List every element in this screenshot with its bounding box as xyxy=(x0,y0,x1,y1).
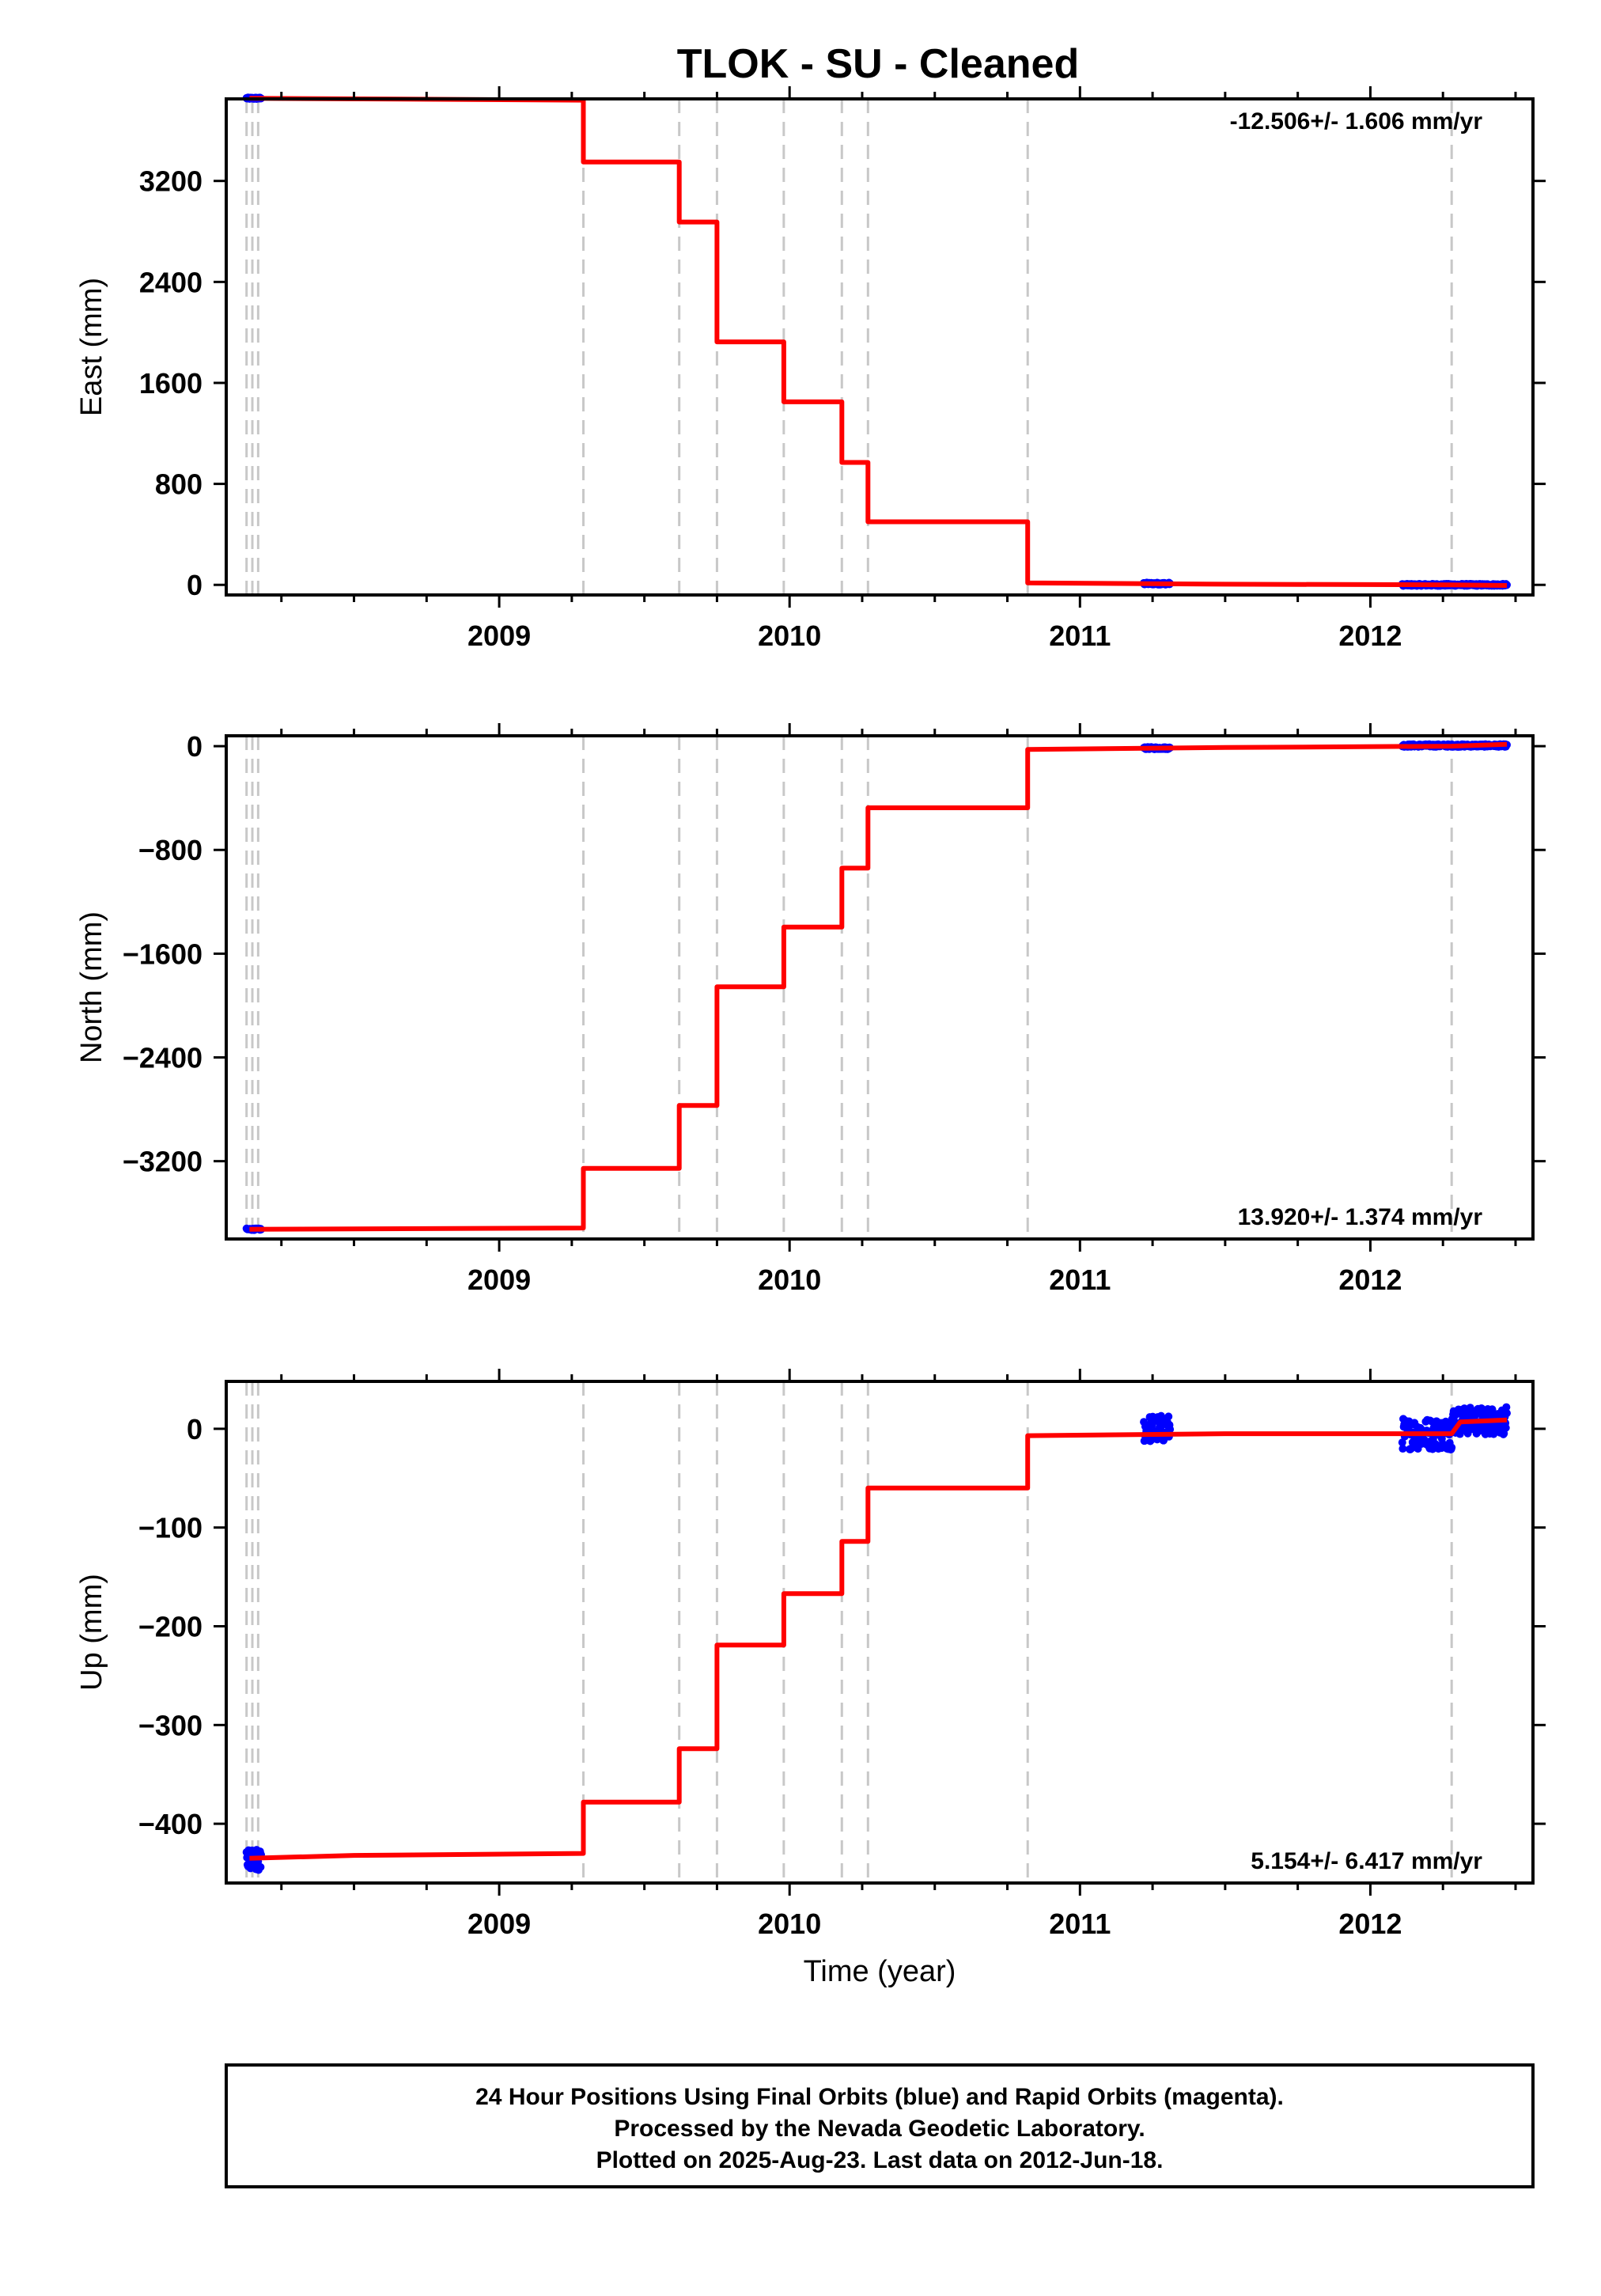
rate-annotation: -12.506+/- 1.606 mm/yr xyxy=(1230,108,1483,135)
footer-line-3: Plotted on 2025-Aug-23. Last data on 201… xyxy=(596,2147,1164,2173)
model-line xyxy=(249,1417,1508,1861)
data-point xyxy=(1399,1445,1407,1453)
footer-box: 24 Hour Positions Using Final Orbits (bl… xyxy=(225,2063,1535,2188)
east-panel: 2009 2010 2011 2012 0 800 1600 2400 3200 East (mm… xyxy=(75,86,1546,652)
y-tick-label: −2400 xyxy=(123,1042,202,1074)
y-tick-label: 3200 xyxy=(139,165,202,198)
north-panel: 2009 2010 2011 2012 0 −800 −1600 −2400 −3200 Nort… xyxy=(75,723,1546,1296)
y-tick-label: −3200 xyxy=(123,1146,202,1178)
rate-annotation: 5.154+/- 6.417 mm/yr xyxy=(1251,1848,1482,1874)
x-tick-label: 2012 xyxy=(1338,1264,1402,1296)
x-tick-label: 2011 xyxy=(1049,619,1111,652)
y-tick-label: −800 xyxy=(138,834,202,866)
rate-annotation: 13.920+/- 1.374 mm/yr xyxy=(1238,1204,1483,1230)
data-point xyxy=(1501,1423,1510,1432)
x-axis-label: Time (year) xyxy=(804,1955,956,1988)
data-point xyxy=(1166,1425,1175,1434)
footer-line-1: 24 Hour Positions Using Final Orbits (bl… xyxy=(475,2084,1284,2110)
plot-frame xyxy=(225,734,1535,1241)
y-tick-label: −200 xyxy=(138,1611,202,1643)
y-tick-label: 800 xyxy=(155,468,202,501)
x-tick-label: 2010 xyxy=(758,1264,821,1296)
chart-title: TLOK - SU - Cleaned xyxy=(677,41,1079,87)
y-tick-label: −300 xyxy=(138,1709,202,1741)
data-point xyxy=(1448,1443,1456,1452)
data-point xyxy=(256,1862,265,1871)
x-tick-label: 2009 xyxy=(467,1908,531,1940)
y-tick-label: 0 xyxy=(187,730,202,763)
y-axis-label: Up (mm) xyxy=(75,1574,108,1691)
model-line xyxy=(249,741,1508,1232)
y-tick-label: 0 xyxy=(187,1413,202,1445)
data-point xyxy=(1488,1405,1497,1414)
y-tick-label: −100 xyxy=(138,1512,202,1544)
plot-frame xyxy=(225,1380,1535,1885)
y-axis-label: North (mm) xyxy=(75,911,108,1063)
data-point xyxy=(1164,1412,1173,1421)
x-tick-label: 2009 xyxy=(467,1264,531,1296)
x-tick-label: 2010 xyxy=(758,619,821,652)
data-point xyxy=(1398,1438,1406,1447)
x-tick-label: 2011 xyxy=(1049,1908,1111,1940)
x-tick-label: 2009 xyxy=(467,619,531,652)
data-point xyxy=(1502,1409,1511,1418)
data-point xyxy=(1502,1403,1511,1411)
x-tick-label: 2012 xyxy=(1338,619,1402,652)
y-tick-label: 2400 xyxy=(139,266,202,298)
footer-line-2: Processed by the Nevada Geodetic Laborat… xyxy=(614,2116,1145,2142)
y-tick-label: −1600 xyxy=(123,938,202,970)
y-axis-label: East (mm) xyxy=(75,278,108,416)
x-tick-label: 2010 xyxy=(758,1908,821,1940)
model-line xyxy=(249,96,1508,588)
x-tick-label: 2012 xyxy=(1338,1908,1402,1940)
y-tick-label: −400 xyxy=(138,1808,202,1840)
plot-frame xyxy=(225,97,1535,597)
y-tick-label: 0 xyxy=(187,569,202,601)
x-tick-label: 2011 xyxy=(1049,1264,1111,1296)
y-tick-label: 1600 xyxy=(139,367,202,400)
up-panel: 2009 2010 2011 2012 0 −100 −200 −300 −400 Up (mm)… xyxy=(75,1369,1546,1988)
